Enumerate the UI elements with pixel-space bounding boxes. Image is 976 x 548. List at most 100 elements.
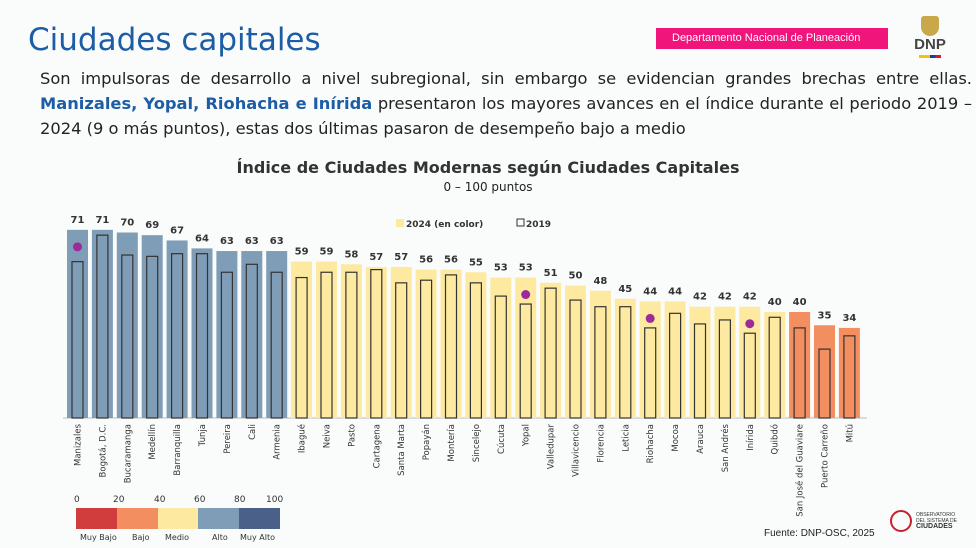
data-label: 59 (295, 247, 309, 258)
bar-2019 (195, 253, 209, 419)
bar-2024 (316, 261, 337, 418)
data-label: 42 (718, 292, 732, 303)
scale-tick: 20 (113, 495, 125, 505)
category-label: Arauca (696, 424, 706, 454)
bar-2019 (843, 335, 856, 419)
data-label: 50 (569, 271, 583, 282)
bar-2024 (565, 285, 586, 418)
category-label: Bucaramanga (123, 424, 133, 483)
bar-2019 (619, 306, 632, 419)
category-label: Mitú (845, 424, 855, 442)
highlight-dot (73, 242, 82, 252)
data-label: 71 (95, 215, 109, 226)
legend-label-2019: 2019 (526, 220, 551, 230)
scale-tick: 40 (154, 495, 166, 505)
description-text-2: presentaron los mayores avances en el ín… (40, 94, 973, 138)
bar-2024 (415, 269, 437, 418)
bar-2019 (270, 271, 283, 419)
data-label: 63 (220, 236, 234, 247)
data-label: 67 (170, 225, 184, 236)
category-label: Neiva (323, 424, 333, 448)
data-label: 69 (145, 220, 159, 231)
scale-tick: 100 (266, 495, 284, 505)
bar-2024 (814, 325, 835, 418)
category-label: Florencia (596, 424, 606, 463)
dnp-logo-text: DNP (914, 36, 946, 53)
coat-of-arms-icon (921, 16, 939, 36)
bar-2024 (365, 266, 387, 418)
category-label: Cúcuta (497, 424, 507, 454)
bar-2019 (295, 276, 308, 419)
legend-swatch-2024 (396, 219, 404, 227)
data-label: 53 (494, 263, 508, 274)
bar-2024 (67, 229, 88, 418)
data-label: 58 (344, 249, 358, 260)
data-label: 44 (668, 286, 682, 297)
bar-2019 (793, 327, 806, 419)
osc-line: OBSERVATORIO (916, 512, 956, 518)
bar-2019 (395, 282, 408, 419)
bar-2024 (465, 272, 487, 418)
scale-bajo (116, 508, 158, 529)
data-label: 56 (444, 255, 458, 266)
bar-2024 (191, 248, 213, 418)
scale-label: Alto (212, 533, 228, 542)
data-label: 45 (618, 284, 632, 295)
bar-2024 (764, 312, 786, 418)
osc-ring-icon (890, 510, 912, 532)
osc-line: CIUDADES (916, 523, 953, 530)
bar-2024 (490, 277, 512, 418)
bar-2019 (469, 282, 482, 419)
data-label: 64 (195, 233, 209, 244)
bar-2019 (768, 316, 781, 419)
bar-2024 (614, 298, 636, 418)
bar-2019 (444, 274, 458, 419)
category-label: San José del Guaviare (795, 424, 806, 517)
bar-2019 (146, 255, 159, 419)
scale-label: Muy Alto (240, 533, 275, 542)
data-label: 40 (768, 297, 782, 308)
category-label: Riohacha (646, 424, 656, 463)
bar-2019 (544, 287, 557, 419)
bar-2019 (519, 303, 532, 419)
highlight-dot (745, 319, 755, 329)
bar-2019 (220, 271, 233, 419)
scale-medio (157, 508, 199, 529)
scale-tick: 0 (74, 495, 80, 505)
category-label: Mocoa (671, 424, 681, 452)
bar-2019 (245, 263, 258, 419)
bar-2019 (345, 271, 358, 419)
data-label: 71 (71, 215, 85, 226)
bar-2019 (96, 234, 109, 419)
dnp-logo: DNP (910, 16, 950, 58)
bar-2019 (594, 306, 607, 419)
legend-label-2024: 2024 (en color) (406, 220, 483, 230)
source-note: Fuente: DNP-OSC, 2025 (764, 528, 875, 539)
bar-2019 (370, 269, 383, 419)
highlight-dot (645, 313, 655, 323)
bar-2024 (838, 327, 860, 418)
category-label: Yopal (522, 424, 532, 447)
data-label: 40 (793, 297, 807, 308)
osc-logo: OBSERVATORIO DEL SISTEMA DE CIUDADES (890, 510, 957, 532)
bar-2024 (540, 282, 562, 418)
org-banner: Departamento Nacional de Planeación (656, 28, 888, 49)
bar-2024 (91, 229, 113, 418)
scale-legend (76, 508, 280, 529)
scale-muy-bajo (76, 508, 117, 529)
bar-2019 (420, 279, 433, 419)
data-label: 63 (245, 236, 259, 247)
bar-2019 (121, 254, 134, 419)
bar-2019 (743, 332, 756, 419)
scale-alto (198, 508, 240, 529)
category-label: Cali (248, 424, 258, 440)
category-label: Puerto Carreño (821, 424, 831, 488)
bar-2024 (166, 240, 188, 418)
bar-2024 (266, 251, 288, 418)
category-label: Manizales (74, 423, 84, 466)
scale-label: Muy Bajo (80, 533, 117, 542)
bar-2024 (340, 264, 362, 418)
category-label: Leticia (621, 424, 631, 452)
category-label: Barranquilla (173, 424, 183, 476)
